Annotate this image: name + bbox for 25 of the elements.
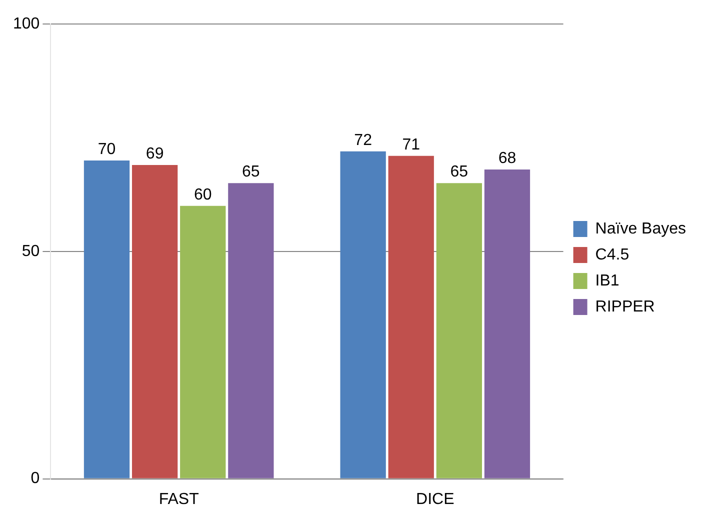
legend-label: C4.5 [595, 246, 630, 264]
bar [388, 156, 434, 478]
x-tick-label: FAST [158, 490, 200, 508]
legend-label: Naïve Bayes [595, 220, 686, 238]
bar [484, 170, 530, 478]
bar [340, 151, 386, 478]
bar [180, 206, 226, 478]
data-label: 69 [146, 145, 164, 162]
bar [132, 164, 178, 478]
bar [84, 160, 130, 478]
y-tick-label: 0 [30, 470, 40, 488]
data-label: 65 [242, 164, 260, 181]
data-label: 60 [194, 186, 212, 204]
data-label: 71 [402, 136, 420, 154]
y-tick-label: 50 [22, 242, 40, 260]
data-label: 72 [354, 132, 372, 149]
data-label: 65 [450, 164, 468, 181]
data-label: 68 [498, 150, 516, 167]
x-tick-label: DICE [416, 490, 454, 508]
legend-label: IB1 [595, 272, 620, 290]
y-tick-label: 100 [12, 15, 40, 32]
bar [228, 183, 274, 478]
bar [436, 183, 482, 478]
legend-label: RIPPER [595, 298, 655, 316]
data-label: 70 [98, 140, 116, 158]
